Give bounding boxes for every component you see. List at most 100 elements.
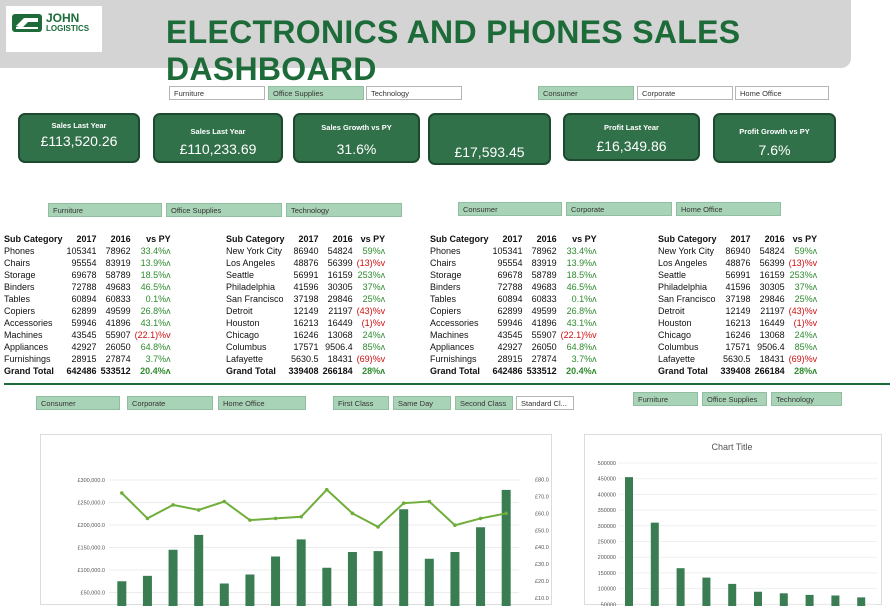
table-row: Appliances 42927 26050 64.8%ʌ — [428, 341, 599, 353]
slicer-category-technology-3[interactable]: Technology — [771, 392, 842, 406]
table-row: Seattle 56991 16159 253%ʌ — [656, 269, 819, 281]
slicer-segment-corporate-3[interactable]: Corporate — [127, 396, 213, 410]
table-cell: 69678 — [497, 270, 523, 280]
kpi-value: £16,349.86 — [596, 138, 667, 154]
table-row: Lafayette 5630.5 18431 (69)%v — [224, 353, 387, 365]
table-cell: Lafayette — [226, 354, 264, 364]
slicer-ship-second-class[interactable]: Second Class — [455, 396, 513, 410]
table-cell: 72788 — [497, 282, 523, 292]
table-cell: 48876 — [725, 258, 751, 268]
y-tick-label: 400000 — [598, 492, 616, 498]
line-point — [145, 516, 150, 521]
grand-total-row: Grand Total 642486 533512 20.4%ʌ — [2, 365, 173, 377]
table-row: New York City 86940 54824 59%ʌ — [224, 245, 387, 257]
table-row: Appliances 42927 26050 64.8%ʌ — [2, 341, 173, 353]
line-point — [504, 511, 508, 516]
slicer-segment-consumer-3[interactable]: Consumer — [36, 396, 120, 410]
table-row: Houston 16213 16449 (1)%v — [224, 317, 387, 329]
table-cell: 12149 — [725, 306, 751, 316]
kpi-value: £110,233.69 — [179, 141, 257, 157]
table-cell: 253%ʌ — [357, 270, 386, 280]
y-tick-label: £100,000.0 — [77, 568, 105, 574]
header-bar — [0, 0, 851, 68]
column-header: 2017 — [298, 234, 319, 244]
table-cell: 37%ʌ — [362, 282, 386, 292]
table-cell: 16213 — [725, 318, 751, 328]
slicer-category-office-supplies-3[interactable]: Office Supplies — [702, 392, 767, 406]
slicer-category-furniture[interactable]: Furniture — [169, 86, 265, 100]
table-cell: (1)%v — [793, 318, 818, 328]
bar — [142, 575, 152, 611]
bar — [424, 558, 434, 611]
table-cell: Furnishings — [430, 354, 477, 364]
slicer-category-office-supplies-2[interactable]: Office Supplies — [166, 203, 282, 217]
logo-subtext: LOGISTICS — [46, 24, 90, 33]
y-tick-label: £150,000.0 — [77, 546, 105, 552]
table-cell: 86940 — [293, 246, 319, 256]
table-row: Detroit 12149 21197 (43)%v — [656, 305, 819, 317]
slicer-category-furniture-2[interactable]: Furniture — [48, 203, 162, 217]
subcategory-bar-chart: Chart Title 500000 450000 400000 350000 30000… — [584, 434, 882, 611]
slicer-segment-corporate[interactable]: Corporate — [637, 86, 733, 100]
table-cell: 41596 — [725, 282, 751, 292]
table-header-row: Sub Category 2017 2016 vs PY — [224, 233, 387, 245]
y-tick-label: 350000 — [598, 508, 616, 514]
table-row: Seattle 56991 16159 253%ʌ — [224, 269, 387, 281]
line-point — [248, 518, 252, 522]
table-cell: Seattle — [658, 270, 687, 280]
table-cell: (22.1)%v — [560, 330, 597, 340]
table-cell: Chicago — [226, 330, 260, 340]
table-row: Accessories 59946 41896 43.1%ʌ — [2, 317, 173, 329]
table-cell: 17571 — [293, 342, 319, 352]
bar — [194, 534, 204, 611]
table-row: Machines 43545 55907 (22.1)%v — [2, 329, 173, 341]
logo-text: JOHN — [46, 11, 80, 25]
table-row: Storage 69678 58789 18.5%ʌ — [2, 269, 173, 281]
slicer-category-furniture-3[interactable]: Furniture — [633, 392, 698, 406]
table-cell: 60833 — [531, 294, 557, 304]
table-cell: 37%ʌ — [794, 282, 818, 292]
table-cell: Columbus — [658, 342, 699, 352]
slicer-segment-consumer-2[interactable]: Consumer — [458, 202, 562, 216]
table-cell: 95554 — [497, 258, 523, 268]
slicer-segment-home-office-2[interactable]: Home Office — [676, 202, 781, 216]
slicer-segment-home-office[interactable]: Home Office — [735, 86, 829, 100]
slicer-ship-same-day[interactable]: Same Day — [393, 396, 451, 410]
table-cell: 60894 — [497, 294, 523, 304]
table-cell: 28915 — [71, 354, 97, 364]
line-point — [478, 516, 483, 521]
table-row: Columbus 17571 9506.4 85%ʌ — [224, 341, 387, 353]
slicer-category-technology-2[interactable]: Technology — [286, 203, 402, 217]
table-row: Columbus 17571 9506.4 85%ʌ — [656, 341, 819, 353]
table-cell: Lafayette — [658, 354, 696, 364]
bar — [702, 577, 711, 611]
table-cell: 42927 — [71, 342, 97, 352]
slicer-ship-first-class[interactable]: First Class — [333, 396, 389, 410]
pivot-city-table-2: Sub Category 2017 2016 vs PY New York City 86… — [656, 233, 819, 377]
table-row: San Francisco 37198 29846 25%ʌ — [656, 293, 819, 305]
pivot-subcategory-table: Sub Category 2017 2016 vs PY Phones 105341 789… — [2, 233, 173, 377]
bar — [754, 591, 762, 611]
table-cell: 37198 — [725, 294, 751, 304]
table-cell: Grand Total — [4, 366, 54, 376]
table-cell: (13)%v — [356, 258, 386, 268]
y2-tick-label: £50.0 — [535, 528, 549, 534]
y2-tick-label: £20.0 — [535, 579, 549, 585]
slicer-ship-standard-class[interactable]: Standard Cl... — [516, 396, 574, 410]
table-cell: Binders — [4, 282, 35, 292]
bar — [857, 597, 866, 611]
table-cell: 9506.4 — [757, 342, 785, 352]
grand-total-row: Grand Total 339408 266184 28%ʌ — [224, 365, 387, 377]
slicer-segment-corporate-2[interactable]: Corporate — [566, 202, 672, 216]
table-cell: 83919 — [105, 258, 131, 268]
slicer-category-office-supplies[interactable]: Office Supplies — [268, 86, 364, 100]
table-cell: 9506.4 — [325, 342, 353, 352]
slicer-category-technology[interactable]: Technology — [366, 86, 462, 100]
kpi-sales-growth: Sales Growth vs PY 31.6% — [293, 113, 420, 163]
slicer-segment-consumer[interactable]: Consumer — [538, 86, 634, 100]
slicer-segment-home-office-3[interactable]: Home Office — [218, 396, 306, 410]
table-cell: 3.7%ʌ — [145, 354, 171, 364]
line-point — [401, 501, 406, 505]
bar — [271, 556, 281, 611]
column-header: Sub Category — [430, 234, 489, 244]
